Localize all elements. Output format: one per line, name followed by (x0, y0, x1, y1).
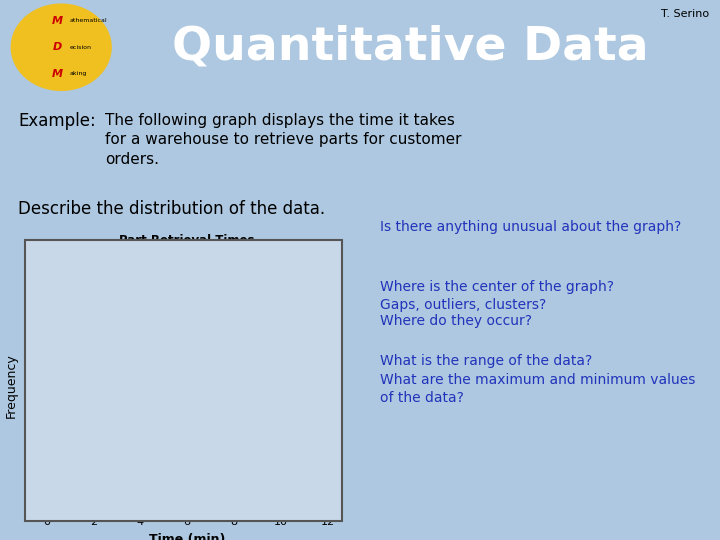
Text: M: M (52, 16, 63, 26)
Title: Part Retrieval Times
Central Warehouse: Part Retrieval Times Central Warehouse (120, 234, 255, 262)
Bar (164, 459, 187, 508)
Bar (187, 477, 210, 508)
Text: Describe the distribution of the data.: Describe the distribution of the data. (18, 199, 325, 218)
Text: T. Serino: T. Serino (661, 10, 709, 19)
Text: Example:: Example: (18, 112, 96, 131)
Ellipse shape (12, 4, 111, 90)
Text: M: M (52, 69, 63, 79)
Bar (234, 435, 258, 508)
Text: What is the range of the data?: What is the range of the data? (380, 354, 593, 368)
Text: Quantitative Data: Quantitative Data (172, 25, 649, 70)
Bar (71, 477, 94, 508)
Bar (94, 392, 117, 508)
Text: aking: aking (70, 71, 87, 76)
Text: ecision: ecision (70, 45, 92, 50)
Text: D: D (53, 42, 62, 52)
Text: Where is the center of the graph?: Where is the center of the graph? (380, 280, 614, 294)
Text: Gaps, outliers, clusters?
Where do they occur?: Gaps, outliers, clusters? Where do they … (380, 298, 546, 328)
Bar (258, 429, 281, 508)
Bar (140, 271, 164, 508)
Text: athematical: athematical (70, 18, 107, 23)
Bar (117, 362, 140, 508)
Text: Is there anything unusual about the graph?: Is there anything unusual about the grap… (380, 219, 681, 233)
Text: The following graph displays the time it takes
for a warehouse to retrieve parts: The following graph displays the time it… (105, 112, 462, 167)
Y-axis label: Frequency: Frequency (4, 354, 17, 418)
Bar (304, 422, 328, 508)
Bar (210, 471, 234, 508)
X-axis label: Time (min): Time (min) (149, 533, 225, 540)
Text: What are the maximum and minimum values
of the data?: What are the maximum and minimum values … (380, 373, 696, 405)
Bar (281, 338, 304, 508)
